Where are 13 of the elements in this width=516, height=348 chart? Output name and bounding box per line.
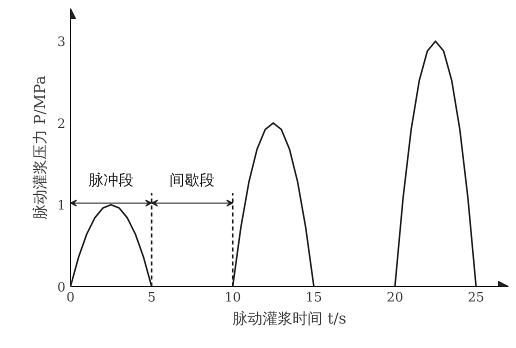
x-tick-label: 25 [468,290,484,306]
y-tick-label: 0 [57,280,66,296]
x-tick-label: 10 [224,290,241,306]
x-tick-label: 20 [386,290,404,306]
y-axis-title: 脉动灌浆压力 P/MPa [31,76,50,220]
y-tick-label: 1 [57,198,66,214]
annotation: 间歇段 [170,171,215,190]
x-tick-label: 15 [306,290,322,306]
x-axis-title: 脉动灌浆时间 t/s [232,310,346,328]
x-tick-label: 5 [147,290,156,306]
y-tick-label: 2 [57,116,66,132]
y-tick-label: 3 [57,35,66,50]
annotation: 脉冲段 [88,171,134,190]
